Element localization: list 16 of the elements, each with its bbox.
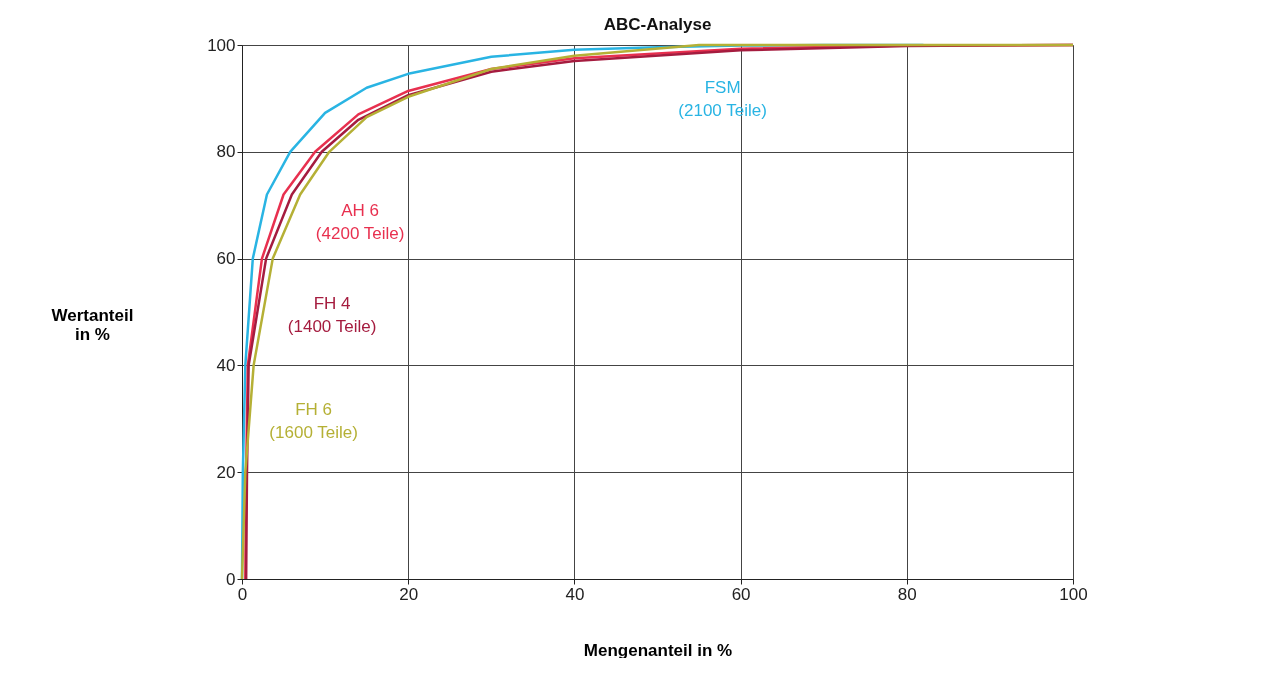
y-tick-label: 80 <box>216 142 236 162</box>
y-tick-label: 0 <box>226 569 236 589</box>
series-label: AH 6 (4200 Teile) <box>315 200 405 243</box>
chart-title: ABC-Analyse <box>603 15 712 34</box>
y-tick-label: 100 <box>207 35 236 55</box>
series-label: FH 4 (1400 Teile) <box>287 293 377 336</box>
x-tick-label: 20 <box>399 584 419 604</box>
y-tick-label: 20 <box>216 462 236 482</box>
y-tick-label: 40 <box>216 355 236 375</box>
x-tick-label: 40 <box>565 584 585 604</box>
y-tick-label: 60 <box>216 249 236 269</box>
x-tick-label: 80 <box>897 584 917 604</box>
x-tick-label: 60 <box>731 584 751 604</box>
y-axis-title: Wertanteil in % <box>51 305 134 344</box>
x-tick-label: 100 <box>1059 584 1088 604</box>
series-label: FH 6 (1600 Teile) <box>269 400 358 443</box>
